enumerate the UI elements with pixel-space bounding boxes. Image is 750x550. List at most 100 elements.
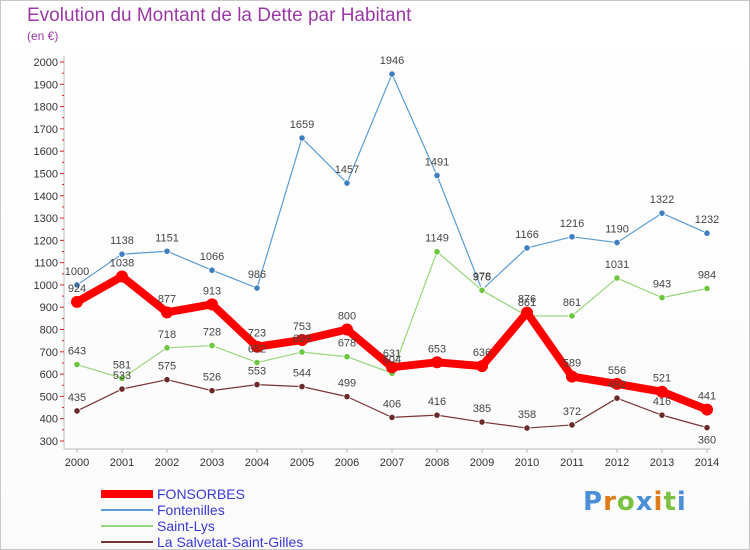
- data-label-la-salvetat-saint-gilles: 385: [473, 403, 491, 415]
- logo-letter: o: [616, 487, 636, 517]
- point-fonsorbes: [656, 385, 668, 398]
- point-la-salvetat-saint-gilles: [703, 424, 711, 432]
- y-tick-label: 1100: [34, 258, 58, 270]
- logo-letter: i: [676, 487, 687, 517]
- data-label-la-salvetat-saint-gilles: 575: [158, 361, 176, 373]
- x-tick-label: 2010: [515, 457, 539, 469]
- legend-label: Saint-Lys: [157, 518, 215, 534]
- point-fonsorbes: [71, 295, 83, 308]
- data-label-fonsorbes: 876: [518, 294, 536, 306]
- x-tick-label: 2002: [155, 457, 179, 469]
- x-tick-label: 2005: [290, 457, 314, 469]
- data-label-fonsorbes: 556: [608, 365, 626, 377]
- data-label-fontenilles: 1322: [650, 194, 674, 206]
- data-label-saint-lys: 643: [68, 346, 86, 358]
- point-fonsorbes: [296, 334, 308, 347]
- y-tick-label: 300: [40, 436, 58, 448]
- data-label-saint-lys: 943: [653, 279, 671, 291]
- point-la-salvetat-saint-gilles: [433, 411, 441, 419]
- point-fontenilles: [208, 266, 216, 274]
- point-la-salvetat-saint-gilles: [343, 393, 351, 401]
- point-fontenilles: [613, 238, 621, 247]
- x-tick-label: 2001: [110, 457, 134, 469]
- data-label-saint-lys: 581: [113, 359, 131, 371]
- point-fontenilles: [253, 284, 261, 292]
- point-fonsorbes: [566, 370, 578, 383]
- point-la-salvetat-saint-gilles: [568, 421, 576, 429]
- data-label-la-salvetat-saint-gilles: 533: [113, 370, 131, 382]
- series-line-fontenilles: [76, 73, 708, 291]
- x-tick-label: 2009: [470, 457, 494, 469]
- y-tick-label: 700: [40, 347, 58, 359]
- point-la-salvetat-saint-gilles: [253, 380, 261, 389]
- data-label-la-salvetat-saint-gilles: 492: [608, 379, 626, 391]
- point-saint-lys: [613, 274, 621, 282]
- data-label-fontenilles: 1066: [200, 251, 224, 263]
- y-tick-label: 1800: [34, 102, 58, 114]
- data-label-fontenilles: 1946: [380, 55, 404, 67]
- legend-label: La Salvetat-Saint-Gilles: [157, 534, 304, 550]
- point-fonsorbes: [521, 306, 533, 319]
- x-tick-label: 2004: [245, 457, 269, 469]
- data-label-la-salvetat-saint-gilles: 416: [428, 396, 446, 408]
- point-fonsorbes: [701, 403, 713, 416]
- point-fonsorbes: [386, 361, 398, 374]
- data-label-saint-lys: 976: [473, 271, 491, 283]
- x-tick-label: 2014: [695, 457, 719, 469]
- point-la-salvetat-saint-gilles: [658, 411, 666, 419]
- point-la-salvetat-saint-gilles: [388, 413, 396, 421]
- point-fontenilles: [73, 281, 81, 289]
- point-fontenilles: [163, 247, 171, 255]
- point-fontenilles: [433, 171, 441, 180]
- data-label-fontenilles: 1232: [695, 214, 719, 226]
- x-tick-label: 2008: [425, 457, 449, 469]
- data-label-saint-lys: 1031: [605, 259, 629, 271]
- point-saint-lys: [298, 348, 306, 356]
- data-label-saint-lys: 699: [293, 333, 311, 345]
- data-label-fonsorbes: 636: [473, 347, 491, 359]
- data-label-saint-lys: 728: [203, 327, 221, 339]
- data-label-la-salvetat-saint-gilles: 406: [383, 398, 401, 410]
- y-tick-label: 600: [40, 369, 58, 381]
- data-label-la-salvetat-saint-gilles: 553: [248, 366, 266, 378]
- data-label-la-salvetat-saint-gilles: 372: [563, 406, 581, 418]
- point-saint-lys: [118, 374, 126, 382]
- data-label-fontenilles: 1166: [515, 229, 539, 241]
- legend-swatch: [101, 509, 153, 511]
- data-label-fonsorbes: 924: [68, 283, 86, 295]
- point-fontenilles: [523, 244, 531, 252]
- data-label-saint-lys: 718: [158, 329, 176, 341]
- y-tick-label: 1200: [34, 235, 58, 247]
- logo-letter: x: [635, 487, 654, 517]
- data-label-fonsorbes: 521: [653, 373, 671, 385]
- point-la-salvetat-saint-gilles: [118, 385, 126, 393]
- point-fonsorbes: [341, 323, 353, 336]
- point-saint-lys: [208, 341, 216, 350]
- data-label-saint-lys: 861: [563, 297, 581, 309]
- data-label-fontenilles: 1216: [560, 218, 584, 230]
- point-la-salvetat-saint-gilles: [208, 387, 216, 395]
- point-saint-lys: [73, 360, 81, 369]
- y-tick-label: 500: [40, 391, 58, 403]
- data-label-fontenilles: 1190: [605, 224, 629, 236]
- x-tick-label: 2003: [200, 457, 224, 469]
- y-tick-label: 1600: [34, 146, 58, 158]
- point-saint-lys: [163, 344, 171, 352]
- data-label-la-salvetat-saint-gilles: 526: [203, 372, 221, 384]
- point-fontenilles: [703, 229, 711, 237]
- data-label-fonsorbes: 800: [338, 311, 356, 323]
- point-saint-lys: [658, 294, 666, 302]
- point-fonsorbes: [206, 298, 218, 311]
- point-saint-lys: [568, 312, 576, 320]
- legend-label: Fontenilles: [157, 502, 225, 518]
- y-tick-label: 1900: [34, 79, 58, 91]
- data-label-fonsorbes: 723: [248, 328, 266, 340]
- chart-plot: 300 400 500 600 700 800 900 1000 1100 1200 1300 140…: [34, 55, 720, 469]
- data-label-la-salvetat-saint-gilles: 358: [518, 409, 536, 421]
- point-la-salvetat-saint-gilles: [73, 407, 81, 415]
- y-tick-label: 1400: [34, 191, 58, 203]
- point-fontenilles: [298, 134, 306, 142]
- y-tick-label: 1000: [34, 280, 58, 292]
- point-fontenilles: [658, 209, 666, 217]
